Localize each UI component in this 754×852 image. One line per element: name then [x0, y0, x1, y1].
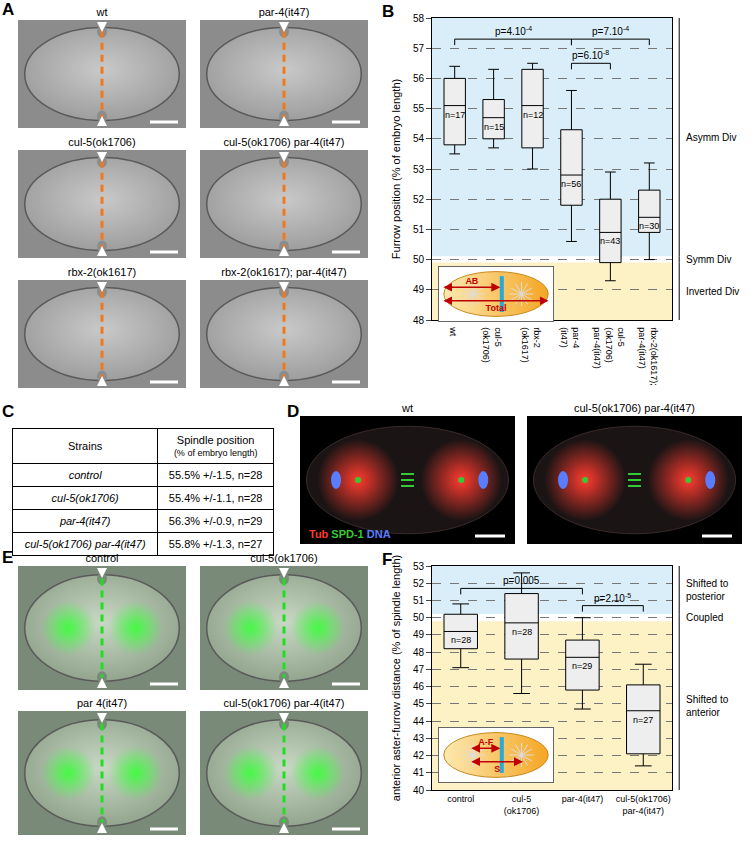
- html-text:55.8% +/-1.3, n=27: 55.8% +/-1.3, n=27: [168, 538, 263, 550]
- svg-text:control: control: [447, 794, 474, 804]
- svg-text:rbx-2(ok1617): rbx-2(ok1617): [520, 327, 542, 363]
- svg-text:p=6.10​-8​: p=6.10​-8​: [572, 49, 609, 61]
- html-text:A: A: [2, 0, 15, 19]
- html-text:C: C: [2, 402, 15, 421]
- html-text:cul-5(ok1706): cul-5(ok1706): [68, 136, 136, 148]
- svg-text:cul-5(ok1706)par-4(it47): cul-5(ok1706)par-4(it47): [616, 794, 671, 816]
- svg-text:56: 56: [413, 73, 425, 84]
- svg-text:n=12: n=12: [523, 110, 543, 120]
- svg-text:AB: AB: [465, 276, 478, 286]
- svg-text:cul-5(ok1706): cul-5(ok1706): [504, 794, 540, 816]
- svg-text:n=56: n=56: [561, 179, 581, 189]
- svg-text:54: 54: [413, 133, 425, 144]
- svg-text:52: 52: [413, 194, 425, 205]
- html-text:cul-5(ok1706): cul-5(ok1706): [51, 492, 119, 504]
- svg-text:44: 44: [413, 716, 425, 727]
- svg-text:49: 49: [413, 284, 425, 295]
- svg-text:rbx-2(ok1617);par-4(it47): rbx-2(ok1617);par-4(it47): [637, 327, 659, 386]
- svg-text:Symm Div: Symm Div: [686, 254, 732, 265]
- html-text:rbx-2(ok1617): rbx-2(ok1617): [67, 266, 137, 278]
- html-text:D: D: [287, 402, 300, 421]
- svg-text:49: 49: [413, 629, 425, 640]
- html-text:F: F: [382, 550, 393, 569]
- svg-text:43: 43: [413, 733, 425, 744]
- svg-text:wt: wt: [448, 326, 458, 336]
- svg-text:Inverted Div: Inverted Div: [686, 286, 739, 297]
- svg-text:n=28: n=28: [451, 635, 471, 645]
- svg-text:42: 42: [413, 750, 425, 761]
- svg-text:57: 57: [413, 43, 425, 54]
- svg-text:51: 51: [413, 224, 425, 235]
- html-text:55.5% +/-1.5, n=28: 55.5% +/-1.5, n=28: [168, 469, 263, 481]
- svg-text:46: 46: [413, 681, 425, 692]
- svg-text:S: S: [494, 764, 500, 774]
- html-text:cul-5(ok1706) par-4(it47): cul-5(ok1706) par-4(it47): [574, 402, 695, 414]
- html-text:control: control: [68, 469, 102, 481]
- svg-text:Furrow position (% of embryo l: Furrow position (% of embryo length): [390, 79, 402, 259]
- html-text:control: control: [85, 552, 119, 564]
- svg-text:par-4(it47): par-4(it47): [562, 794, 604, 804]
- svg-text:n=30: n=30: [639, 221, 659, 231]
- svg-text:55: 55: [413, 103, 425, 114]
- svg-text:p=4.10​-4​: p=4.10​-4​: [495, 25, 532, 37]
- svg-text:TubSPD-1DNA: TubSPD-1DNA: [309, 528, 391, 540]
- svg-text:48: 48: [413, 647, 425, 658]
- html-text:(% of embryo length): (% of embryo length): [173, 448, 258, 458]
- svg-text:cul-5(ok1706)par-4(it47): cul-5(ok1706)par-4(it47): [592, 327, 625, 369]
- html-text:Strains: Strains: [68, 440, 103, 452]
- html-text:Spindle position: Spindle position: [176, 434, 255, 446]
- svg-text:par-4(it47): par-4(it47): [559, 327, 581, 348]
- html-text:cul-5(ok1706) par-4(it47): cul-5(ok1706) par-4(it47): [24, 538, 146, 550]
- html-text:wt: wt: [96, 6, 108, 18]
- svg-text:48: 48: [413, 315, 425, 326]
- html-text:B: B: [382, 2, 395, 21]
- html-text:rbx-2(ok1617); par-4(it47): rbx-2(ok1617); par-4(it47): [221, 266, 347, 278]
- svg-text:Shifted toanterior: Shifted toanterior: [686, 694, 729, 718]
- svg-text:A-F: A-F: [478, 738, 493, 748]
- svg-text:n=27: n=27: [633, 715, 653, 725]
- svg-text:58: 58: [413, 13, 425, 24]
- html-text:par 4(it47): par 4(it47): [76, 697, 128, 709]
- svg-text:p=7.10​-4​: p=7.10​-4​: [592, 25, 629, 37]
- svg-text:cul-5(ok1706): cul-5(ok1706): [481, 327, 503, 363]
- svg-text:n=43: n=43: [600, 236, 620, 246]
- html-text:cul-5(ok1706) par-4(it47): cul-5(ok1706) par-4(it47): [223, 136, 345, 148]
- svg-text:45: 45: [413, 698, 425, 709]
- svg-text:Asymm Div: Asymm Div: [686, 132, 737, 143]
- svg-text:Coupled: Coupled: [686, 612, 723, 623]
- html-text:wt: wt: [402, 402, 413, 414]
- svg-text:53: 53: [413, 164, 425, 175]
- svg-text:50: 50: [413, 612, 425, 623]
- svg-text:40: 40: [413, 785, 425, 796]
- svg-text:n=17: n=17: [445, 110, 465, 120]
- html-text:56.3% +/-0.9, n=29: 56.3% +/-0.9, n=29: [168, 515, 263, 527]
- html-text:cul-5(ok1706): cul-5(ok1706): [250, 552, 318, 564]
- svg-text:51: 51: [413, 595, 425, 606]
- svg-text:53: 53: [413, 561, 425, 572]
- svg-text:p=2.10​-5​: p=2.10​-5​: [594, 592, 631, 604]
- svg-text:52: 52: [413, 578, 425, 589]
- svg-text:anterior aster-furrow distance: anterior aster-furrow distance (% of spi…: [390, 555, 402, 801]
- html-text:par-4(it47): par-4(it47): [59, 515, 111, 527]
- svg-text:41: 41: [413, 767, 425, 778]
- svg-text:n=28: n=28: [512, 627, 532, 637]
- html-text:par-4(it47): par-4(it47): [258, 6, 310, 18]
- html-text:E: E: [2, 548, 14, 567]
- svg-text:n=29: n=29: [572, 661, 592, 671]
- svg-text:p=0.005: p=0.005: [503, 575, 540, 586]
- svg-text:47: 47: [413, 664, 425, 675]
- html-text:cul-5(ok1706) par-4(it47): cul-5(ok1706) par-4(it47): [223, 697, 345, 709]
- html-text:55.4% +/-1.1, n=28: 55.4% +/-1.1, n=28: [168, 492, 263, 504]
- svg-text:50: 50: [413, 254, 425, 265]
- svg-text:Total: Total: [486, 303, 507, 313]
- svg-text:Shifted toposterior: Shifted toposterior: [686, 578, 729, 602]
- svg-text:n=15: n=15: [484, 122, 504, 132]
